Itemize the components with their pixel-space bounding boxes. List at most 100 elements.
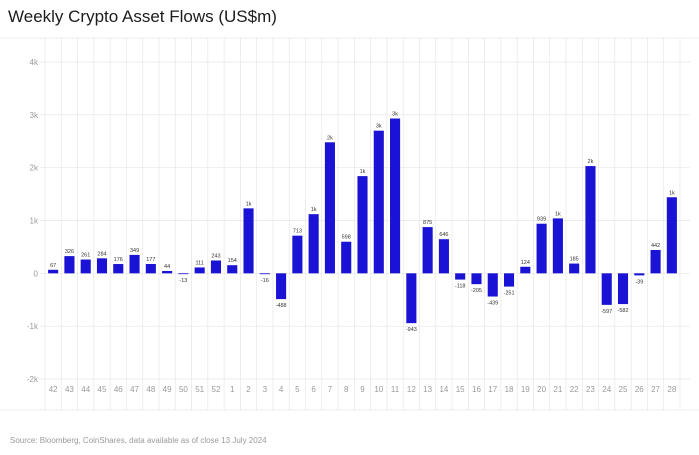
grid: [0, 37, 699, 411]
bar: [259, 273, 270, 275]
bar: [634, 273, 645, 276]
data-label: -582: [618, 308, 629, 314]
bar: [210, 260, 222, 274]
data-label: -439: [487, 301, 498, 307]
bar: [406, 273, 417, 324]
data-label: 349: [130, 248, 139, 254]
data-label: 261: [81, 253, 90, 259]
data-label: 1k: [669, 190, 675, 196]
x-tick-label: 16: [472, 385, 481, 394]
x-tick-label: 3: [263, 385, 268, 394]
data-label: -251: [504, 291, 515, 297]
chart-title: Weekly Crypto Asset Flows (US$m): [8, 7, 277, 26]
bar: [536, 223, 547, 274]
x-tick-label: 22: [570, 385, 579, 394]
x-tick-label: 43: [65, 385, 74, 394]
bar: [96, 258, 108, 274]
x-tick-label: 6: [311, 385, 316, 394]
x-tick-label: 51: [195, 385, 204, 394]
bar: [471, 273, 482, 285]
bar: [601, 273, 612, 305]
bar: [292, 235, 303, 274]
data-label: 939: [537, 217, 546, 223]
x-tick-label: 25: [619, 385, 628, 394]
bar: [113, 264, 124, 274]
x-tick-label: 52: [212, 385, 221, 394]
y-tick-label: 0: [34, 269, 39, 278]
y-tick-label: 1k: [30, 217, 39, 226]
data-label: 1k: [555, 211, 561, 217]
bar: [422, 227, 433, 274]
data-label: -488: [276, 303, 287, 309]
x-tick-label: 48: [146, 385, 155, 394]
x-tick-label: 46: [114, 385, 123, 394]
data-label: 154: [228, 258, 237, 264]
y-tick-label: 2k: [30, 164, 39, 173]
bar: [341, 241, 352, 274]
x-tick-label: 4: [279, 385, 284, 394]
data-label: 326: [65, 249, 74, 255]
bar: [227, 265, 238, 274]
x-tick-label: 14: [439, 385, 448, 394]
data-label: 3k: [392, 112, 398, 118]
bar: [569, 263, 580, 274]
x-tick-label: 2: [246, 385, 251, 394]
data-label: -943: [406, 327, 417, 333]
data-label: -16: [261, 278, 269, 284]
bar: [178, 273, 189, 275]
data-label: 598: [342, 235, 351, 241]
y-axis-ticks: 4k 3k 2k 1k 0 -1k -2k: [27, 58, 39, 384]
x-axis-ticks: 42 43 44 45 46 47 48 49 50 51 52 1 2 3 4 5 6 7 8 9 10 11 12 13 1…: [49, 385, 677, 394]
x-tick-label: 47: [130, 385, 139, 394]
bars: [48, 118, 677, 324]
bar: [520, 266, 531, 274]
data-label: 2k: [327, 135, 333, 141]
data-labels: 67 326 261 284 176 349 177 44 -13 111 243 154 1k -16 -…: [50, 112, 675, 334]
x-tick-label: 11: [391, 385, 400, 394]
data-label: 1k: [246, 201, 252, 207]
bar: [373, 130, 384, 274]
x-tick-label: 23: [586, 385, 595, 394]
bar: [552, 218, 563, 274]
x-tick-label: 8: [344, 385, 349, 394]
x-tick-label: 42: [49, 385, 58, 394]
x-tick-label: 7: [328, 385, 333, 394]
data-label: 44: [164, 264, 170, 270]
x-tick-label: 9: [360, 385, 365, 394]
data-label: 124: [521, 260, 530, 266]
bar: [503, 273, 515, 287]
x-tick-label: 49: [163, 385, 172, 394]
bar: [455, 273, 466, 280]
y-tick-label: -2k: [27, 375, 39, 384]
x-tick-label: 20: [537, 385, 546, 394]
data-label: -118: [455, 284, 466, 290]
bar: [162, 271, 173, 274]
x-tick-label: 13: [423, 385, 432, 394]
bar: [390, 118, 401, 274]
bar: [308, 214, 319, 274]
bar: [64, 256, 75, 274]
y-tick-label: 3k: [30, 111, 39, 120]
data-label: -13: [179, 278, 187, 284]
bar: [48, 269, 59, 274]
data-label: 176: [114, 257, 123, 263]
bar: [487, 273, 498, 297]
x-tick-label: 18: [505, 385, 514, 394]
data-label: -205: [471, 288, 482, 294]
data-label: 177: [146, 257, 155, 263]
data-label: -39: [635, 279, 643, 285]
data-label: 1k: [311, 207, 317, 213]
x-tick-label: 19: [521, 385, 530, 394]
bar: [666, 197, 677, 274]
bar: [617, 273, 629, 305]
x-tick-label: 50: [179, 385, 188, 394]
data-label: 1k: [360, 169, 366, 175]
data-label: 284: [97, 251, 106, 257]
bar: [80, 259, 91, 274]
bar: [650, 249, 661, 274]
data-label: 243: [211, 253, 220, 259]
data-label: 3k: [376, 124, 382, 130]
bar: [357, 176, 368, 274]
data-label: 875: [423, 220, 432, 226]
